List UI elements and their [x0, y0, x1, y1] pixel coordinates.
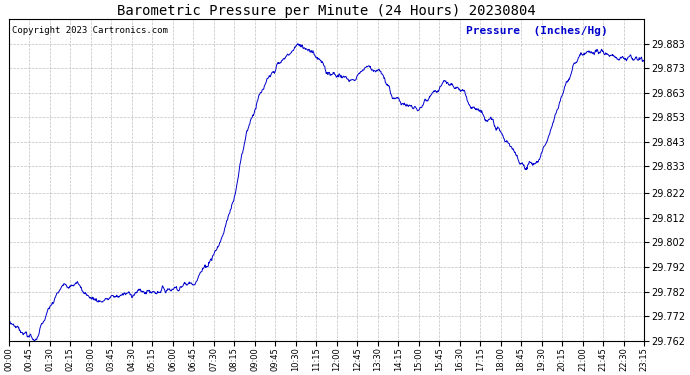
Text: Copyright 2023 Cartronics.com: Copyright 2023 Cartronics.com [12, 26, 168, 35]
Text: Pressure  (Inches/Hg): Pressure (Inches/Hg) [466, 26, 608, 36]
Title: Barometric Pressure per Minute (24 Hours) 20230804: Barometric Pressure per Minute (24 Hours… [117, 4, 535, 18]
